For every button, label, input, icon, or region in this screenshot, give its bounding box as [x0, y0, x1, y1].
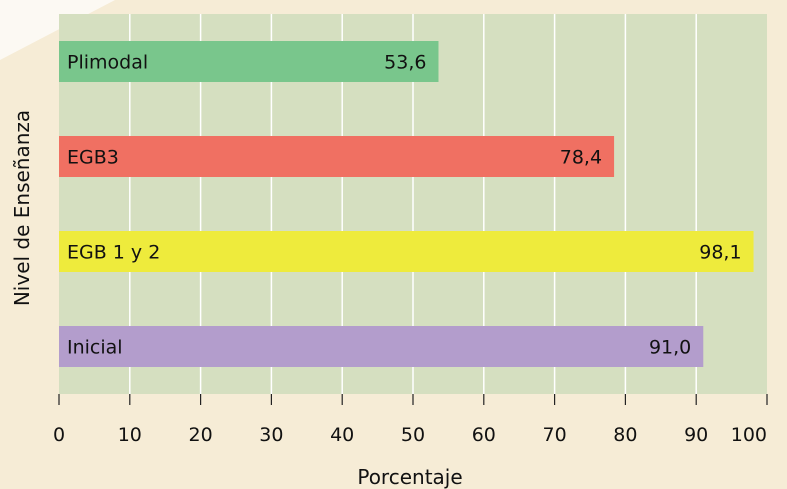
tick-label: 100 — [731, 424, 767, 446]
tick-label: 50 — [401, 424, 425, 446]
data-label: 78,4 — [560, 147, 602, 169]
data-label: 91,0 — [649, 337, 691, 359]
tick-label: 80 — [613, 424, 637, 446]
tick-label: 40 — [330, 424, 354, 446]
x-axis-label: Porcentaje — [357, 465, 463, 489]
bar — [59, 231, 754, 272]
category-label: Inicial — [67, 337, 123, 359]
category-label: EGB 1 y 2 — [67, 242, 160, 264]
category-label: Plimodal — [67, 52, 148, 74]
bars: Plimodal 53,6 EGB3 78,4 EGB 1 y 2 98,1 Inicial… — [59, 41, 754, 367]
tick-label: 30 — [259, 424, 283, 446]
x-axis-ticks: 0 10 20 30 40 50 60 70 80 90 100 — [53, 394, 768, 446]
bar — [59, 326, 704, 367]
tick-label: 90 — [684, 424, 708, 446]
tick-label: 60 — [472, 424, 496, 446]
category-label: EGB3 — [67, 147, 119, 169]
tick-label: 0 — [53, 424, 65, 446]
data-label: 98,1 — [699, 242, 741, 264]
tick-label: 70 — [543, 424, 567, 446]
bar — [59, 41, 439, 82]
data-label: 53,6 — [384, 52, 426, 74]
tick-label: 10 — [118, 424, 142, 446]
y-axis-label: Nivel de Enseñanza — [10, 109, 34, 307]
tick-label: 20 — [189, 424, 213, 446]
bar — [59, 136, 615, 177]
